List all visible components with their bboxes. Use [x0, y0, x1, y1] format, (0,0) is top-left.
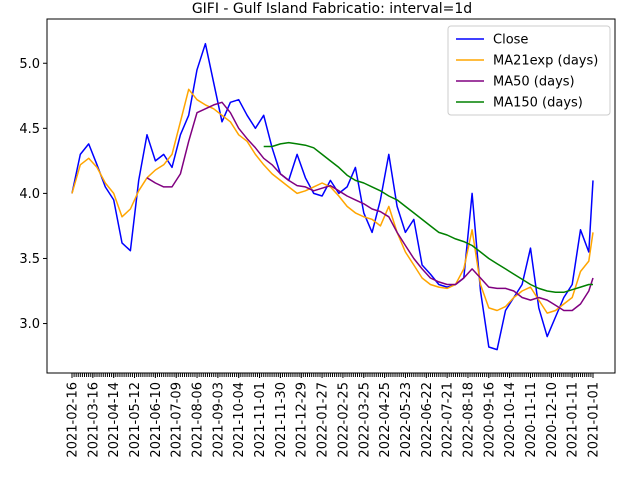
y-tick-label: 4.5 — [19, 122, 40, 137]
x-tick-label: 2020-12-10 — [545, 382, 560, 458]
x-tick-label: 2021-05-12 — [128, 382, 143, 458]
legend-box — [447, 25, 611, 116]
x-tick-label: 2021-10-04 — [232, 382, 247, 458]
x-axis: 2021-02-16 2021-03-16 2021-04-14 2021-05-12… — [66, 373, 602, 458]
x-tick-label: 2021-06-10 — [149, 382, 164, 458]
plot-frame — [46, 18, 616, 374]
y-tick-label: 5.0 — [19, 57, 40, 72]
x-tick-label: 2022-03-25 — [357, 382, 372, 458]
chart-title: GIFI - Gulf Island Fabricatio: interval=… — [192, 1, 472, 17]
x-tick-label: 2022-08-18 — [461, 382, 476, 458]
x-tick-label: 2022-04-25 — [378, 382, 393, 458]
x-tick-label: 2022-01-27 — [316, 382, 331, 458]
x-tick-label: 2021-07-09 — [170, 382, 185, 458]
y-axis: 3.0 3.5 4.0 4.5 5.0 — [19, 57, 47, 332]
y-tick-label: 4.0 — [19, 187, 40, 202]
x-tick-label: 2021-12-29 — [295, 382, 310, 458]
legend-label: MA150 (days) — [493, 96, 583, 111]
x-tick-label: 2021-08-06 — [191, 382, 206, 458]
legend-label: Close — [493, 33, 528, 48]
x-tick-label: 2021-01-11 — [566, 382, 581, 458]
plot-area — [71, 42, 594, 351]
x-tick-label: 2020-10-14 — [503, 382, 518, 458]
x-tick-label: 2021-02-16 — [66, 382, 81, 458]
x-tick-label: 2022-07-21 — [441, 382, 456, 458]
y-tick-label: 3.5 — [19, 252, 40, 267]
x-tick-label: 2022-06-22 — [420, 382, 435, 458]
x-tick-label: 2020-11-11 — [524, 382, 539, 458]
legend: Close MA21exp (days) MA50 (days) MA150 (day… — [447, 25, 611, 116]
series-line-1 — [71, 88, 594, 314]
x-tick-label: 2022-05-23 — [399, 382, 414, 458]
legend-label: MA50 (days) — [493, 75, 575, 90]
series-line-3 — [263, 141, 593, 294]
y-tick-label: 3.0 — [19, 317, 40, 332]
legend-label: MA21exp (days) — [493, 54, 598, 69]
series-line-2 — [146, 101, 594, 312]
x-tick-label: 2021-03-16 — [86, 382, 101, 458]
series-line-0 — [71, 42, 594, 351]
x-tick-label: 2022-02-25 — [336, 382, 351, 458]
x-tick-label: 2020-09-16 — [482, 382, 497, 458]
x-tick-label: 2021-11-30 — [274, 382, 289, 458]
x-tick-label: 2021-11-01 — [253, 382, 268, 458]
x-tick-label: 2021-04-14 — [107, 382, 122, 458]
x-tick-label: 2021-01-01 — [587, 382, 602, 458]
x-tick-label: 2021-09-03 — [211, 382, 226, 458]
